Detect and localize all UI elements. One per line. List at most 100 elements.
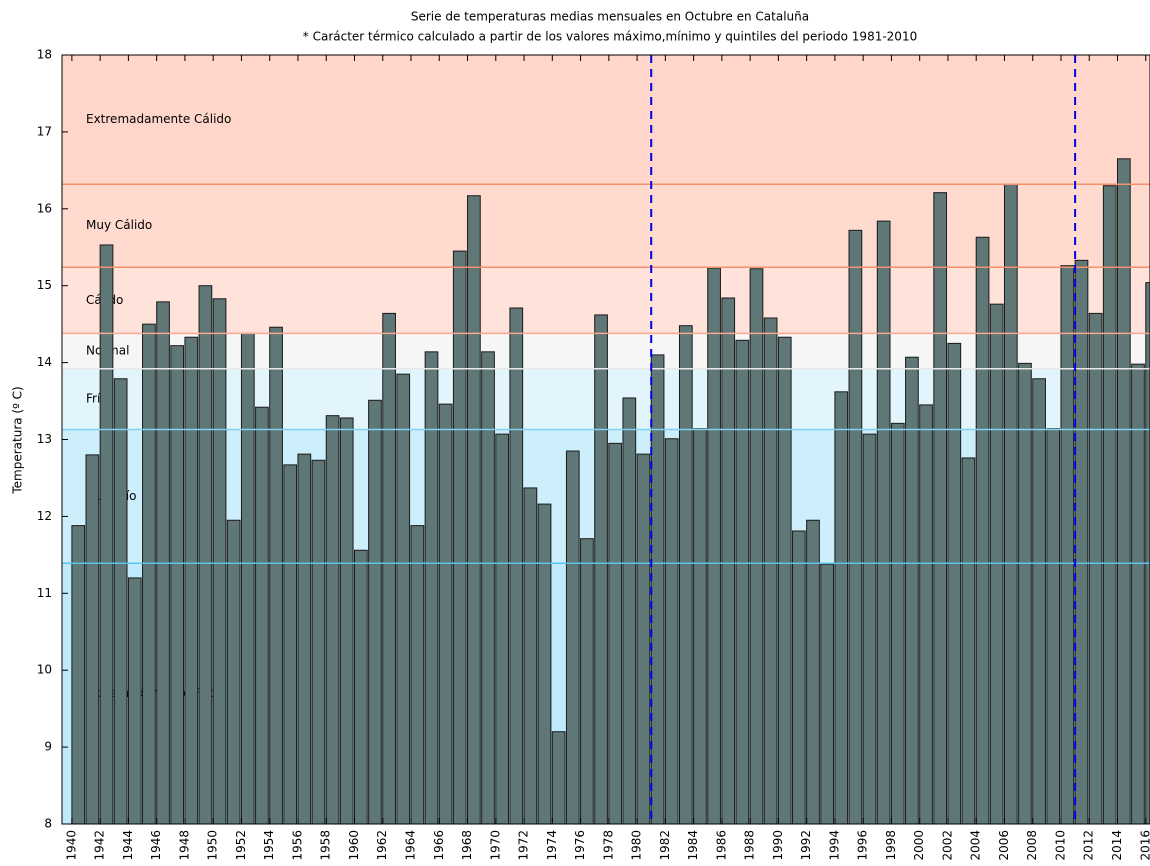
bar	[170, 345, 185, 825]
x-tick-label: 1988	[743, 830, 757, 861]
bar	[1131, 363, 1145, 825]
bar	[664, 438, 679, 825]
bar	[905, 356, 919, 825]
bar	[551, 731, 566, 825]
x-tick-label: 2008	[1025, 830, 1039, 861]
x-tick-label: 1994	[827, 830, 841, 861]
bar	[1003, 183, 1018, 825]
x-tick-label: 1944	[121, 830, 135, 861]
x-tick-label: 2006	[997, 830, 1011, 861]
y-tick-label: 11	[37, 586, 52, 600]
bar	[820, 563, 834, 825]
y-axis-label: Temperatura (º C)	[11, 386, 25, 494]
bar	[1145, 282, 1150, 825]
bar	[438, 403, 453, 825]
bar	[142, 323, 156, 825]
bar	[1102, 185, 1117, 825]
bar	[311, 459, 326, 825]
bar	[989, 303, 1004, 825]
x-tick-label: 2002	[940, 830, 954, 861]
bar	[424, 351, 439, 825]
band-label: Extremadamente Cálido	[86, 112, 231, 126]
bar	[537, 503, 552, 825]
bar	[721, 297, 736, 825]
x-tick-label: 1968	[460, 830, 474, 861]
bar	[890, 422, 905, 825]
y-tick-label: 14	[37, 355, 52, 369]
bar	[975, 236, 990, 825]
bar	[678, 325, 693, 825]
bar	[396, 373, 411, 825]
bar	[848, 229, 863, 825]
bar	[608, 442, 623, 825]
bar	[99, 244, 114, 825]
bar	[297, 453, 312, 825]
bar	[127, 577, 142, 825]
x-tick-label: 1992	[799, 830, 813, 861]
x-tick-label: 1972	[517, 830, 531, 861]
x-tick-label: 1960	[347, 830, 361, 861]
bar	[226, 519, 241, 825]
x-tick-label: 1970	[488, 830, 502, 861]
bar	[735, 339, 750, 825]
y-tick-label: 12	[37, 509, 52, 523]
y-tick-label: 9	[44, 740, 52, 754]
band	[62, 55, 1150, 185]
bar	[452, 250, 467, 825]
bar	[1060, 265, 1075, 825]
bar	[368, 399, 382, 825]
x-tick-label: 1986	[714, 830, 728, 861]
bar	[255, 406, 269, 825]
bar	[85, 454, 100, 825]
bar	[947, 342, 962, 825]
bar	[339, 417, 354, 825]
bar	[961, 457, 976, 825]
x-tick-label: 1980	[630, 830, 644, 861]
x-tick-label: 1954	[262, 830, 276, 861]
bar	[1032, 378, 1046, 825]
x-tick-label: 1982	[658, 830, 672, 861]
x-tick-label: 1958	[319, 830, 333, 861]
bar	[481, 351, 495, 825]
y-tick-label: 15	[37, 278, 52, 292]
bar	[1046, 428, 1061, 825]
chart-subtitle: * Carácter térmico calculado a partir de…	[303, 30, 917, 44]
x-tick-label: 2000	[912, 830, 926, 861]
x-tick-label: 2004	[969, 830, 983, 861]
y-tick-label: 17	[37, 124, 52, 138]
bar	[495, 433, 510, 825]
y-tick-label: 8	[44, 817, 52, 831]
x-tick-label: 1966	[432, 830, 446, 861]
bar	[382, 312, 396, 825]
bar	[283, 464, 298, 825]
x-tick-label: 1984	[686, 830, 700, 861]
bar	[212, 298, 227, 825]
bar	[269, 326, 283, 825]
bar	[693, 428, 707, 825]
x-tick-label: 2014	[1110, 830, 1124, 861]
bar	[763, 317, 778, 825]
x-tick-label: 1978	[601, 830, 615, 861]
x-tick-label: 1976	[573, 830, 587, 861]
x-tick-label: 1956	[290, 830, 304, 861]
bar	[622, 397, 637, 825]
bar	[862, 433, 877, 825]
bar	[792, 530, 806, 825]
bar	[580, 538, 594, 825]
chart-title: Serie de temperaturas medias mensuales e…	[411, 10, 809, 24]
bar	[1018, 362, 1032, 825]
y-tick-label: 13	[37, 432, 52, 446]
bar	[876, 220, 891, 825]
x-tick-label: 1940	[64, 830, 78, 861]
bar	[919, 404, 933, 825]
x-tick-label: 1998	[884, 830, 898, 861]
bar	[184, 336, 199, 825]
x-tick-label: 1974	[545, 830, 559, 861]
bar	[933, 192, 948, 825]
bar	[834, 391, 849, 825]
bar	[113, 378, 128, 825]
x-tick-label: 2012	[1082, 830, 1096, 861]
bar	[1088, 312, 1103, 825]
bar	[777, 336, 792, 825]
